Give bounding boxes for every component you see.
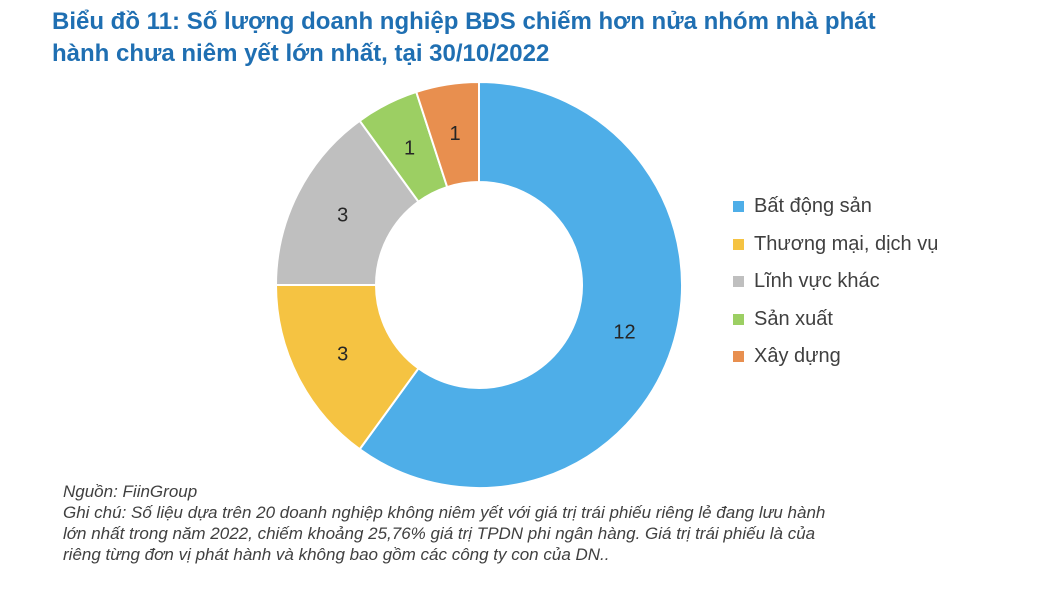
donut-slice-5	[415, 80, 480, 189]
chart-title: Biểu đồ 11: Số lượng doanh nghiệp BĐS ch…	[52, 6, 1042, 70]
slice-label-5: 1	[450, 123, 461, 145]
slice-label-2: 3	[337, 343, 348, 365]
donut-slice-2	[274, 284, 420, 451]
chart-title-line-1: Biểu đồ 11: Số lượng doanh nghiệp BĐS ch…	[52, 8, 876, 35]
slice-label-3: 3	[337, 205, 348, 227]
legend-item-2: Thương mại, dịch vụ	[733, 226, 938, 264]
legend-label-5: Xây dựng	[754, 345, 841, 368]
chart-notes: Nguồn: FiinGroup Ghi chú: Số liệu dựa tr…	[63, 481, 1023, 565]
legend-label-4: Sản xuất	[754, 307, 833, 330]
legend-swatch-3	[733, 276, 744, 288]
note-line-2: lớn nhất trong năm 2022, chiếm khoảng 25…	[63, 524, 816, 543]
legend-item-3: Lĩnh vực khác	[733, 263, 938, 301]
legend-item-4: Sản xuất	[733, 301, 938, 339]
note-line-1: Ghi chú: Số liệu dựa trên 20 doanh nghiệ…	[63, 503, 826, 522]
slice-label-4: 1	[404, 138, 415, 160]
chart-title-line-2: hành chưa niêm yết lớn nhất, tại 30/10/2…	[52, 40, 550, 67]
legend-item-5: Xây dựng	[733, 338, 938, 376]
legend-label-3: Lĩnh vực khác	[754, 270, 880, 293]
donut-slice-3	[274, 119, 420, 286]
legend-item-1: Bất động sản	[733, 188, 938, 226]
chart-legend: Bất động sản Thương mại, dịch vụ Lĩnh vực …	[733, 188, 938, 376]
note-line-3: riêng từng đơn vị phát hành và không bao…	[63, 545, 610, 564]
donut-slice-1	[358, 80, 683, 489]
legend-swatch-2	[733, 238, 744, 250]
legend-label-2: Thương mại, dịch vụ	[754, 232, 939, 255]
legend-swatch-5	[733, 351, 744, 363]
legend-swatch-1	[733, 201, 744, 213]
legend-label-1: Bất động sản	[754, 195, 872, 218]
legend-swatch-4	[733, 313, 744, 325]
source-note: Nguồn: FiinGroup	[63, 482, 198, 501]
slice-label-1: 12	[613, 321, 635, 343]
